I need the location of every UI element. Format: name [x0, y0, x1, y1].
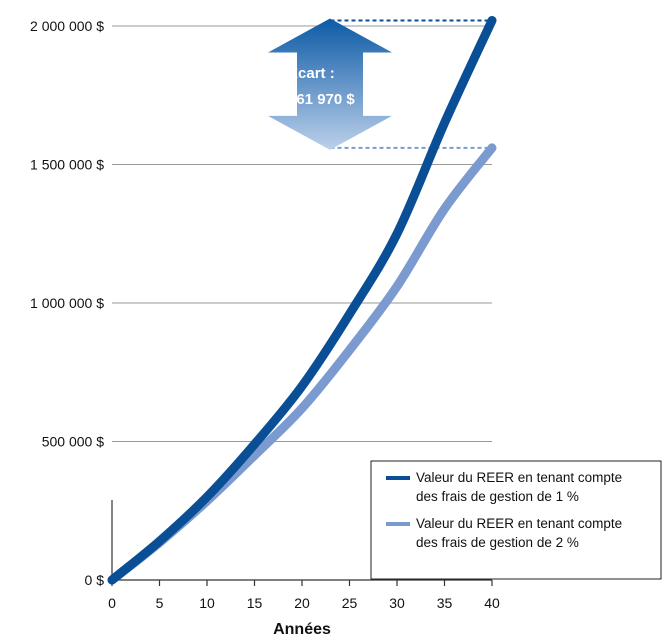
x-tick-label: 20: [294, 595, 310, 611]
y-tick-label: 2 000 000 $: [30, 18, 104, 34]
y-tick-label: 0 $: [85, 572, 105, 588]
double-arrow-icon: [268, 18, 392, 150]
legend-entry-line1: Valeur du REER en tenant compte: [416, 470, 622, 485]
y-tick-label: 1 000 000 $: [30, 295, 104, 311]
x-tick-label: 10: [199, 595, 215, 611]
x-tick-label: 30: [389, 595, 405, 611]
x-tick-label: 0: [108, 595, 116, 611]
x-axis-title: Années: [273, 621, 331, 638]
gridlines: [112, 25, 492, 442]
gap-label: Écart :: [288, 65, 335, 82]
legend-entry-line1: Valeur du REER en tenant compte: [416, 516, 622, 531]
gap-annotation: Écart : 461 970 $: [268, 18, 492, 150]
legend: Valeur du REER en tenant compte des frais…: [370, 460, 662, 580]
legend-box: [370, 460, 662, 580]
series-line-fees-1pct: [107, 15, 497, 585]
x-tick-label: 25: [342, 595, 358, 611]
y-tick-label: 500 000 $: [42, 434, 104, 450]
legend-entry-line2: des frais de gestion de 2 %: [416, 535, 579, 550]
gap-value: 461 970 $: [288, 91, 355, 108]
legend-entry-line2: des frais de gestion de 1 %: [416, 489, 579, 504]
series: [107, 15, 497, 585]
y-tick-label: 1 500 000 $: [30, 157, 104, 173]
x-tick-label: 35: [437, 595, 453, 611]
x-tick-label: 15: [247, 595, 263, 611]
x-tick-label: 40: [484, 595, 500, 611]
x-tick-label: 5: [156, 595, 164, 611]
axes: 0 $ 500 000 $ 1 000 000 $ 1 500 000 $ 2 000 …: [30, 18, 500, 638]
